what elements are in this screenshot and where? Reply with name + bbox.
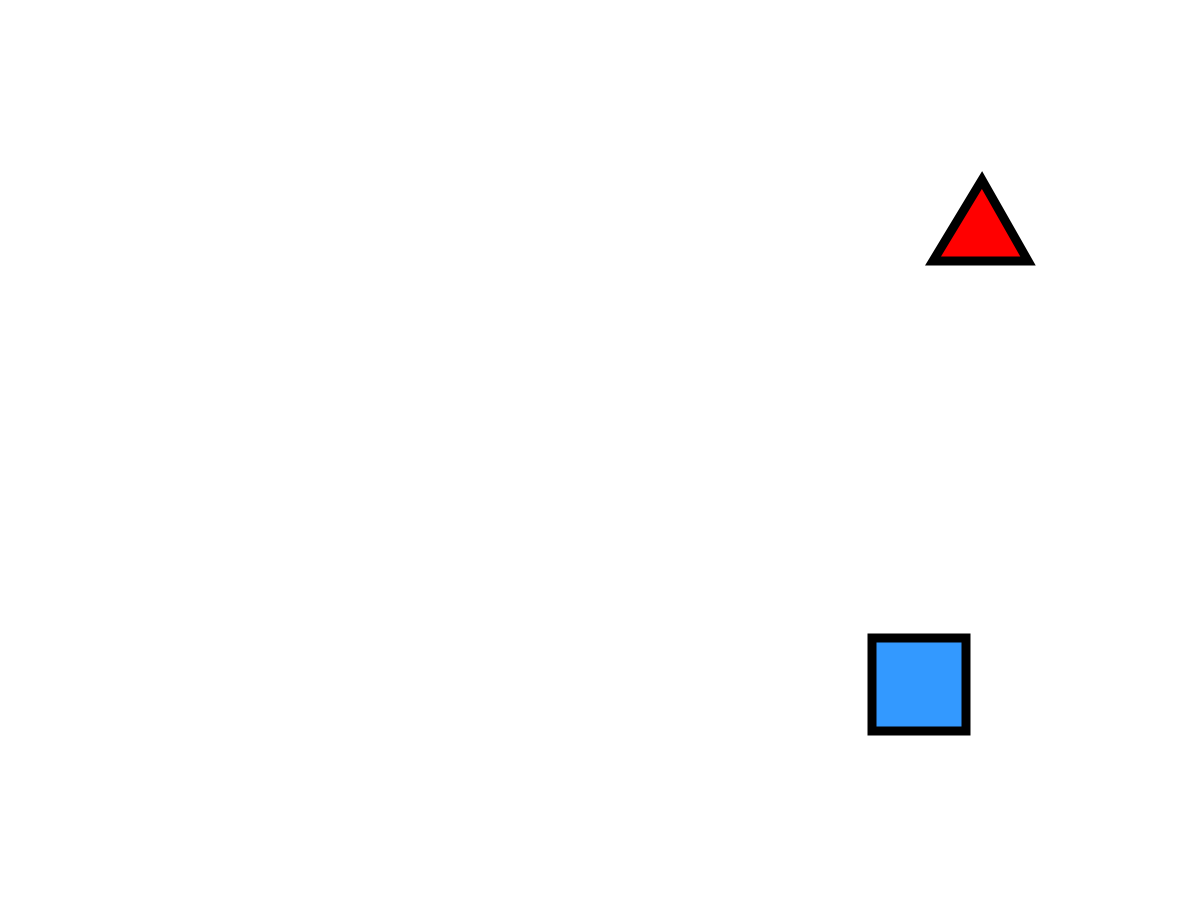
blue-square xyxy=(867,633,971,736)
red-triangle xyxy=(925,171,1036,266)
